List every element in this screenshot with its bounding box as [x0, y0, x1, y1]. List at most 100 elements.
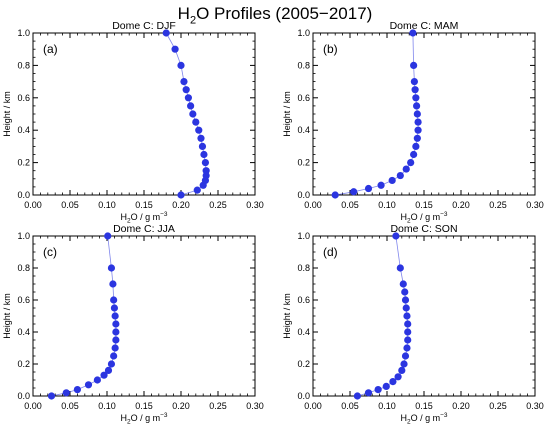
- x-axis-label-subscript: 2: [407, 419, 411, 424]
- panel-label: (d): [323, 245, 338, 259]
- x-tick-label: 0.10: [378, 401, 396, 411]
- data-point: [396, 264, 404, 272]
- y-tick-label: 0.2: [17, 359, 30, 369]
- data-point: [171, 45, 179, 53]
- x-tick-label: 0.25: [489, 200, 507, 210]
- data-point: [396, 171, 404, 180]
- y-tick-label: 0.6: [297, 295, 310, 305]
- x-tick-label: 0.15: [415, 401, 433, 411]
- data-point: [193, 186, 201, 194]
- data-point: [364, 184, 373, 193]
- x-axis-label-subscript: 2: [127, 218, 131, 225]
- plot-frame: [32, 235, 256, 397]
- data-point: [399, 280, 407, 288]
- x-tick-label: 0.30: [526, 401, 544, 411]
- data-point: [189, 110, 197, 118]
- x-tick-label: 0.20: [172, 200, 190, 210]
- data-point: [202, 167, 210, 175]
- data-point: [398, 366, 406, 374]
- panel-2: 0.00 0.05 0.10 0.15 0.20 0.25 0.30 0.0 0.2 0.4 0.6…: [282, 20, 544, 225]
- data-point: [107, 360, 116, 368]
- data-point: [414, 118, 422, 126]
- y-tick-label: 0.8: [17, 60, 30, 70]
- data-point: [412, 94, 420, 102]
- x-tick-label: 0.10: [98, 200, 116, 210]
- x-tick-label: 0.15: [135, 401, 153, 411]
- y-tick-label: 0.4: [297, 327, 310, 337]
- x-tick-label: 0.20: [452, 401, 470, 411]
- data-point: [177, 191, 185, 199]
- data-point: [401, 288, 409, 296]
- data-point: [407, 159, 415, 167]
- data-point: [111, 344, 119, 352]
- data-point: [403, 312, 411, 320]
- x-tick-label: 0.30: [246, 200, 264, 210]
- data-point: [400, 360, 408, 368]
- x-tick-label: 0.20: [452, 200, 470, 210]
- y-tick-label: 0.4: [17, 327, 30, 337]
- data-point: [73, 386, 81, 394]
- data-point: [109, 280, 117, 288]
- data-point: [162, 29, 170, 37]
- y-tick-label: 0.0: [17, 190, 30, 200]
- data-point: [200, 150, 208, 159]
- plot-frame: [312, 32, 536, 196]
- data-point: [413, 102, 421, 110]
- y-tick-label: 0.2: [297, 158, 310, 168]
- data-point: [410, 150, 418, 159]
- x-tick-label: 0.00: [304, 200, 322, 210]
- x-axis-label-part: H: [120, 212, 127, 222]
- data-point: [47, 392, 56, 400]
- data-point: [198, 142, 207, 150]
- data-point: [195, 126, 203, 134]
- x-axis-label-part: O / g m: [411, 212, 441, 222]
- data-point: [184, 94, 192, 102]
- data-point: [112, 320, 120, 328]
- y-tick-label: 0.4: [297, 125, 310, 135]
- plot-frame: [312, 235, 536, 397]
- data-point: [353, 392, 361, 400]
- x-axis-label: H2O / g m−3: [120, 412, 167, 424]
- data-point: [93, 376, 101, 384]
- x-axis-label-subscript: 2: [407, 218, 411, 225]
- data-point: [411, 86, 419, 94]
- panel-title: Dome C: JJA: [113, 223, 175, 235]
- y-tick-label: 0.2: [17, 158, 30, 168]
- x-tick-label: 0.05: [61, 401, 79, 411]
- panel-title: Dome C: SON: [390, 223, 457, 235]
- data-point: [104, 232, 112, 240]
- panel-4: 0.00 0.05 0.10 0.15 0.20 0.25 0.30 0.0 0.2 0.4 0.6…: [282, 223, 544, 424]
- y-tick-label: 0.6: [17, 295, 30, 305]
- data-point: [364, 389, 373, 397]
- data-point: [110, 352, 118, 360]
- data-point: [187, 102, 195, 110]
- x-tick-label: 0.00: [304, 401, 322, 411]
- x-axis-label-superscript: −3: [160, 412, 168, 419]
- figure-title: H2O Profiles (2005−2017): [177, 4, 373, 27]
- panel-title: Dome C: DJF: [112, 20, 176, 32]
- x-tick-label: 0.30: [246, 401, 264, 411]
- data-point: [410, 78, 418, 86]
- x-axis-label: H2O / g m−3: [400, 211, 447, 225]
- x-tick-label: 0.20: [172, 401, 190, 411]
- data-point: [412, 142, 420, 150]
- data-point: [374, 386, 382, 394]
- data-point: [414, 126, 422, 134]
- profile-line: [165, 32, 207, 196]
- plot-frame: [32, 32, 256, 196]
- data-point: [350, 188, 358, 196]
- panel-title: Dome C: MAM: [390, 20, 459, 32]
- data-point: [180, 78, 188, 86]
- x-tick-label: 0.00: [24, 401, 42, 411]
- data-point: [401, 296, 410, 304]
- data-point: [111, 312, 119, 320]
- y-tick-label: 0.6: [297, 93, 310, 103]
- y-tick-label: 0.2: [297, 359, 310, 369]
- data-point: [107, 264, 116, 272]
- y-tick-label: 0.8: [297, 263, 310, 273]
- x-tick-label: 0.25: [489, 401, 507, 411]
- y-tick-label: 0.8: [17, 263, 30, 273]
- y-tick-label: 0.4: [17, 125, 30, 135]
- data-point: [409, 29, 417, 37]
